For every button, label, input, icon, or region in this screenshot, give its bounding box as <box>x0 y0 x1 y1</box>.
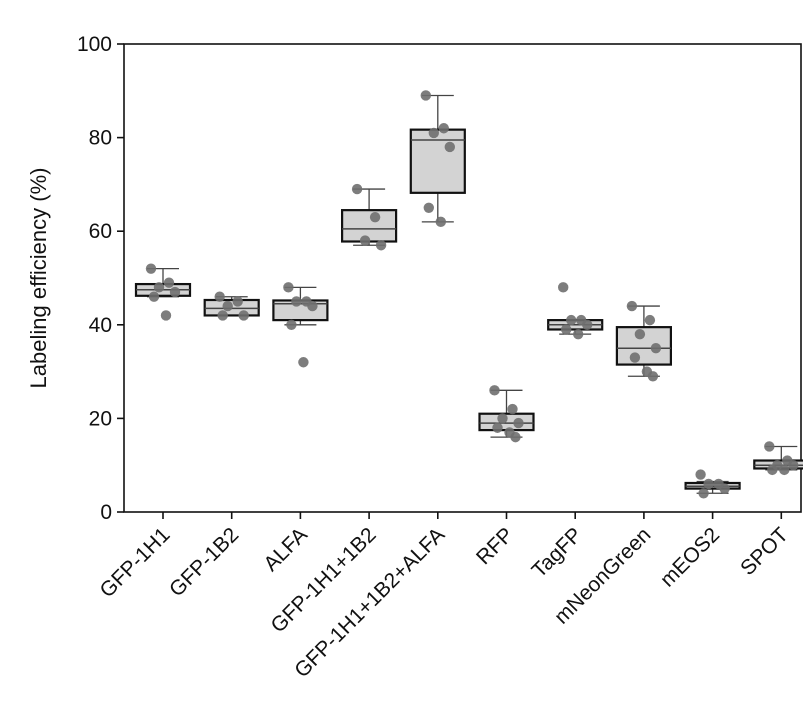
box-tagfp <box>547 282 604 340</box>
data-point <box>650 343 662 354</box>
data-point <box>420 90 431 101</box>
plot-frame <box>123 43 802 513</box>
data-point <box>507 403 518 415</box>
y-tick-label: 60 <box>89 220 112 243</box>
box-gfp-1h1-1b2 <box>341 183 398 251</box>
data-point <box>148 291 160 302</box>
data-point <box>222 300 233 312</box>
data-point <box>767 464 778 476</box>
data-point <box>582 319 593 330</box>
data-point <box>214 291 225 302</box>
y-tick-label: 20 <box>89 407 112 430</box>
x-tick-label: mEOS2 <box>656 523 724 591</box>
data-point <box>558 282 569 293</box>
y-axis: 0 20 40 60 80 100 <box>77 33 124 524</box>
box-gfp-1h1-1b2-alfa <box>409 90 466 228</box>
data-point <box>283 282 294 293</box>
data-point <box>626 300 638 312</box>
data-point <box>286 319 297 330</box>
data-point <box>561 324 572 335</box>
box-alfa <box>272 282 329 368</box>
data-point <box>497 413 508 424</box>
data-point <box>428 127 439 139</box>
data-point <box>238 310 249 321</box>
box-iqr <box>341 209 398 243</box>
data-point <box>217 310 228 321</box>
data-point <box>359 235 371 246</box>
box-mneongreen <box>615 300 673 382</box>
data-point <box>163 277 175 288</box>
data-point <box>629 352 641 363</box>
box-iqr <box>409 128 466 194</box>
y-tick-label: 80 <box>89 127 112 150</box>
y-tick-label: 100 <box>77 33 112 56</box>
data-point <box>160 310 172 321</box>
data-point <box>703 478 714 490</box>
data-point <box>438 123 449 134</box>
data-point <box>647 371 659 382</box>
data-point <box>291 296 302 307</box>
data-point <box>369 211 381 223</box>
y-axis-title: Labeling efficiency (%) <box>26 168 51 389</box>
data-point <box>719 483 730 494</box>
data-point <box>307 300 318 312</box>
data-point <box>764 441 775 452</box>
data-point <box>153 282 165 293</box>
boxes-layer <box>134 90 803 499</box>
data-point <box>145 263 157 274</box>
x-tick-label: ALFA <box>259 523 312 576</box>
data-point <box>510 431 521 443</box>
box-rfp <box>478 385 535 443</box>
data-point <box>375 240 387 251</box>
data-point <box>695 469 706 480</box>
x-tick-label: RFP <box>472 523 518 569</box>
data-point <box>489 385 500 396</box>
data-point <box>435 216 446 228</box>
y-tick-label: 0 <box>100 501 112 524</box>
data-point <box>644 314 656 326</box>
box-gfp-1h1 <box>134 263 192 321</box>
data-point <box>779 464 790 476</box>
data-point <box>423 202 434 213</box>
data-point <box>351 183 363 195</box>
x-tick-label: TagFP <box>528 523 587 582</box>
data-point <box>492 422 503 433</box>
data-point <box>169 286 181 298</box>
data-point <box>788 460 799 471</box>
x-tick-label: GFP-1H1 <box>96 523 175 602</box>
data-point <box>566 314 577 326</box>
data-point <box>232 296 243 307</box>
box-gfp-1b2 <box>203 291 260 321</box>
data-point <box>298 357 309 368</box>
data-point <box>513 417 524 429</box>
x-tick-label: GFP-1B2 <box>165 523 243 601</box>
x-tick-label: SPOT <box>736 523 793 580</box>
data-point <box>444 141 455 153</box>
box-spot <box>753 441 803 476</box>
box-meos2 <box>684 469 741 499</box>
y-tick-label: 40 <box>89 314 112 337</box>
data-point <box>634 328 646 340</box>
data-point <box>573 328 584 340</box>
data-point <box>698 488 709 499</box>
